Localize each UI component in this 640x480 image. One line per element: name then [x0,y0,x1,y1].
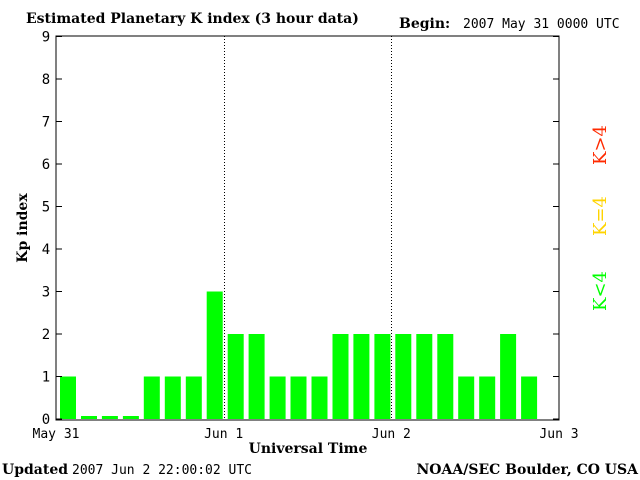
plot-frame [55,35,560,421]
begin-label: Begin: [399,16,450,32]
kp-bar [60,376,76,419]
kp-bar [143,376,160,419]
legend: K>4 K=4 K<4 [590,125,611,311]
y-tick-label: 2 [42,327,50,343]
kp-bar [437,334,454,419]
kp-bar [416,334,433,419]
kp-bar [81,416,97,419]
kp-bar [311,376,328,419]
kp-bar [164,376,181,419]
kp-bar [122,416,139,419]
y-tick-label: 1 [42,370,50,386]
x-tick-label: May 31 [33,427,80,442]
legend-item: K<4 [590,271,611,311]
y-tick-label: 5 [42,200,50,216]
x-axis-ticks: May 31 Jun 1 Jun 2 Jun 3 [33,427,579,442]
source-credit: NOAA/SEC Boulder, CO USA [417,462,640,478]
kp-bar [101,416,118,419]
y-tick-label: 7 [42,115,50,131]
legend-item: K>4 [590,125,611,165]
kp-bar [479,376,496,419]
day-dividers [224,36,392,420]
kp-bar [206,291,223,419]
kp-bar [290,376,307,419]
y-tick-label: 4 [42,242,50,258]
x-tick-label: Jun 3 [539,427,578,442]
y-tick-label: 3 [42,285,50,301]
kp-bar [458,376,475,419]
legend-item: K=4 [590,196,611,236]
y-tick-label: 0 [42,412,50,428]
x-tick-label: Jun 1 [204,427,243,442]
begin-value: 2007 May 31 0000 UTC [463,17,620,32]
kp-bar [269,376,286,419]
kp-bar [395,334,412,419]
x-axis-label: Universal Time [249,441,368,457]
kp-bar [374,334,391,419]
y-tick-label: 9 [42,30,50,46]
y-tick-label: 8 [42,72,50,88]
kp-bar [353,334,370,419]
kp-bar [500,334,517,419]
y-tick-label: 6 [42,157,50,173]
kp-bar [521,376,538,419]
updated-value: 2007 Jun 2 22:00:02 UTC [72,463,252,478]
bar-group [60,291,538,419]
x-tick-label: Jun 2 [372,427,411,442]
updated-label: Updated [2,462,68,478]
chart-title: Estimated Planetary K index (3 hour data… [26,11,359,27]
kp-bar [185,376,202,419]
kp-bar [248,334,265,419]
y-axis-ticks: 0 1 2 3 4 5 6 7 8 9 [42,30,559,428]
kp-bar [227,334,244,419]
kp-bar [332,334,349,419]
y-axis-label: Kp index [15,193,31,263]
